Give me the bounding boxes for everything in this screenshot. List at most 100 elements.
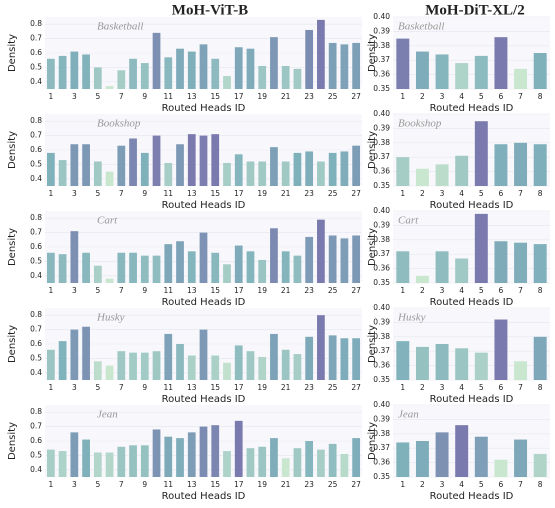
bar — [258, 446, 267, 477]
x-tick-label: 3 — [440, 286, 445, 295]
x-tick-label: 6 — [499, 383, 504, 392]
y-tick-label: 0.7 — [30, 325, 42, 334]
x-tick-label: 19 — [257, 92, 267, 101]
bar — [58, 451, 67, 477]
bar — [281, 349, 290, 380]
bar — [58, 160, 67, 186]
bar — [258, 65, 267, 89]
bar — [494, 319, 508, 380]
bar — [117, 446, 126, 477]
x-tick-label: 17 — [234, 383, 244, 392]
x-tick-label: 19 — [257, 480, 267, 489]
x-tick-label: 15 — [210, 383, 220, 392]
bar — [258, 161, 267, 186]
bar — [140, 352, 149, 380]
bar — [293, 255, 302, 283]
y-tick-label: 0.8 — [30, 310, 42, 319]
x-tick-label: 5 — [95, 92, 100, 101]
bar — [415, 51, 429, 89]
x-tick-label: 8 — [538, 480, 543, 489]
panel-title: Husky — [96, 312, 125, 324]
bar — [199, 329, 208, 380]
bar — [293, 354, 302, 380]
bar — [187, 355, 196, 380]
bar — [93, 452, 102, 477]
bar — [270, 438, 278, 477]
x-tick-label: 17 — [234, 92, 244, 101]
bar — [211, 355, 220, 380]
axis-title: Density — [367, 131, 378, 169]
x-tick-label: 8 — [538, 286, 543, 295]
y-tick-label: 0.38 — [373, 235, 390, 244]
bar — [352, 438, 361, 477]
axis-title: Routed Heads ID — [162, 491, 246, 502]
x-tick-label: 2 — [420, 480, 425, 489]
axis-title: Density — [7, 34, 18, 72]
x-tick-label: 3 — [72, 383, 77, 392]
x-tick-label: 2 — [420, 92, 425, 101]
y-tick-label: 0.35 — [373, 84, 390, 93]
y-tick-label: 0.38 — [373, 138, 390, 147]
y-tick-label: 0.36 — [373, 70, 390, 79]
x-tick-label: 15 — [210, 480, 220, 489]
bar — [223, 362, 231, 380]
y-tick-label: 0.5 — [30, 62, 42, 71]
y-tick-label: 0.36 — [373, 361, 390, 370]
bar — [46, 252, 55, 283]
bar — [152, 255, 161, 283]
bar — [234, 345, 243, 380]
bar — [533, 453, 547, 477]
x-tick-label: 19 — [257, 189, 267, 198]
x-tick-label: 13 — [187, 286, 197, 295]
x-tick-label: 1 — [400, 286, 405, 295]
bar — [533, 53, 547, 89]
y-tick-label: 0.37 — [373, 249, 390, 258]
y-tick-label: 0.37 — [373, 55, 390, 64]
x-tick-label: 2 — [420, 189, 425, 198]
bar — [340, 151, 349, 186]
bar — [455, 348, 469, 380]
x-tick-label: 1 — [48, 480, 53, 489]
bar — [455, 258, 469, 283]
y-tick-label: 0.4 — [30, 271, 42, 280]
x-tick-label: 23 — [304, 189, 314, 198]
y-tick-label: 0.35 — [373, 181, 390, 190]
y-tick-label: 0.7 — [30, 34, 42, 43]
bar — [234, 245, 243, 283]
y-tick-label: 0.40 — [373, 109, 390, 118]
bar — [415, 346, 429, 380]
bar — [270, 147, 278, 186]
x-tick-label: 23 — [304, 383, 314, 392]
bar — [293, 152, 302, 186]
x-tick-label: 3 — [440, 92, 445, 101]
y-tick-label: 0.35 — [373, 375, 390, 384]
x-tick-label: 5 — [95, 480, 100, 489]
x-tick-label: 25 — [328, 189, 338, 198]
y-tick-label: 0.5 — [30, 353, 42, 362]
bar — [514, 68, 528, 89]
bar — [340, 238, 349, 283]
x-tick-label: 1 — [400, 189, 405, 198]
bar — [93, 161, 102, 186]
x-tick-label: 7 — [119, 480, 124, 489]
bar — [117, 70, 126, 89]
bar — [58, 254, 67, 283]
bar — [396, 442, 410, 477]
bar — [129, 138, 137, 186]
bar — [117, 145, 126, 186]
x-tick-label: 13 — [187, 92, 197, 101]
bar — [258, 356, 267, 380]
axis-title: Density — [7, 228, 18, 266]
bar — [46, 449, 55, 477]
bar — [58, 341, 67, 380]
bar — [396, 38, 410, 89]
x-tick-label: 8 — [538, 189, 543, 198]
x-tick-label: 2 — [420, 383, 425, 392]
bar — [455, 425, 469, 477]
bar — [396, 157, 410, 186]
y-tick-label: 0.38 — [373, 41, 390, 50]
bar — [234, 47, 243, 89]
x-tick-label: 7 — [518, 286, 523, 295]
bar — [140, 445, 149, 477]
x-tick-label: 25 — [328, 92, 338, 101]
